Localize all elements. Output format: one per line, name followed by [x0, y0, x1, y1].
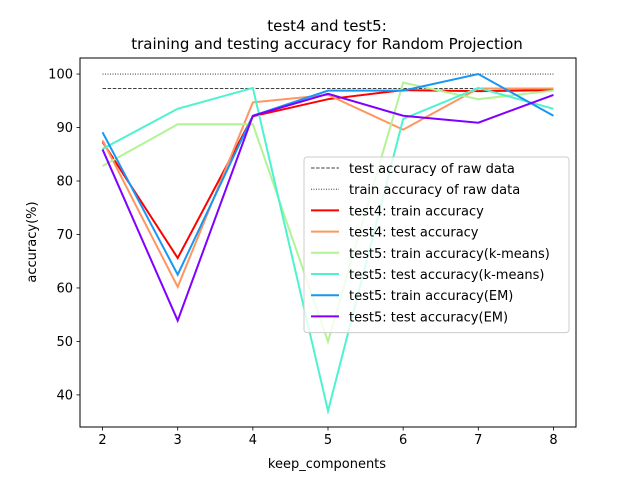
- x-tick-label-6: 8: [549, 433, 557, 448]
- y-tick-label-2: 60: [56, 281, 73, 296]
- legend-label-5: test5: test accuracy(k-means): [349, 268, 545, 283]
- y-tick-label-3: 70: [56, 228, 73, 243]
- series-line-4: [101, 72, 554, 277]
- x-axis-label: keep_components: [268, 457, 386, 472]
- legend-label-6: test5: train accuracy(EM): [349, 289, 513, 304]
- series-line-0: [101, 89, 554, 260]
- chart-title-line-1: test4 and test5:: [267, 17, 387, 35]
- legend-label-7: test5: test accuracy(EM): [349, 310, 508, 325]
- x-tick-label-1: 3: [174, 433, 182, 448]
- x-tick-label-4: 6: [399, 433, 407, 448]
- chart-title-line-2: training and testing accuracy for Random…: [131, 35, 523, 53]
- legend-label-1: train accuracy of raw data: [349, 183, 520, 198]
- legend-label-3: test4: test accuracy: [349, 226, 479, 241]
- y-tick-label-5: 90: [56, 121, 73, 136]
- x-tick-label-3: 5: [324, 433, 332, 448]
- y-axis-label: accuracy(%): [25, 201, 40, 282]
- series-line-5: [101, 92, 554, 324]
- x-tick-label-0: 2: [98, 433, 106, 448]
- legend-box: [303, 156, 570, 334]
- x-tick-label-2: 4: [249, 433, 257, 448]
- legend-label-4: test5: train accuracy(k-means): [349, 247, 550, 262]
- legend: test accuracy of raw data train accuracy …: [303, 156, 570, 334]
- y-tick-label-6: 100: [48, 68, 73, 83]
- plot-area: 2 3 4 5 6 7 8 40 50 60 70 80 90 100: [48, 57, 577, 448]
- y-tick-label-0: 40: [56, 388, 73, 403]
- series-line-2: [102, 81, 554, 345]
- y-tick-label-4: 80: [56, 175, 73, 190]
- y-tick-label-1: 50: [56, 335, 73, 350]
- series-line-3: [102, 86, 554, 416]
- legend-label-0: test accuracy of raw data: [349, 162, 515, 177]
- x-tick-label-5: 7: [474, 433, 482, 448]
- legend-label-2: test4: train accuracy: [349, 204, 484, 219]
